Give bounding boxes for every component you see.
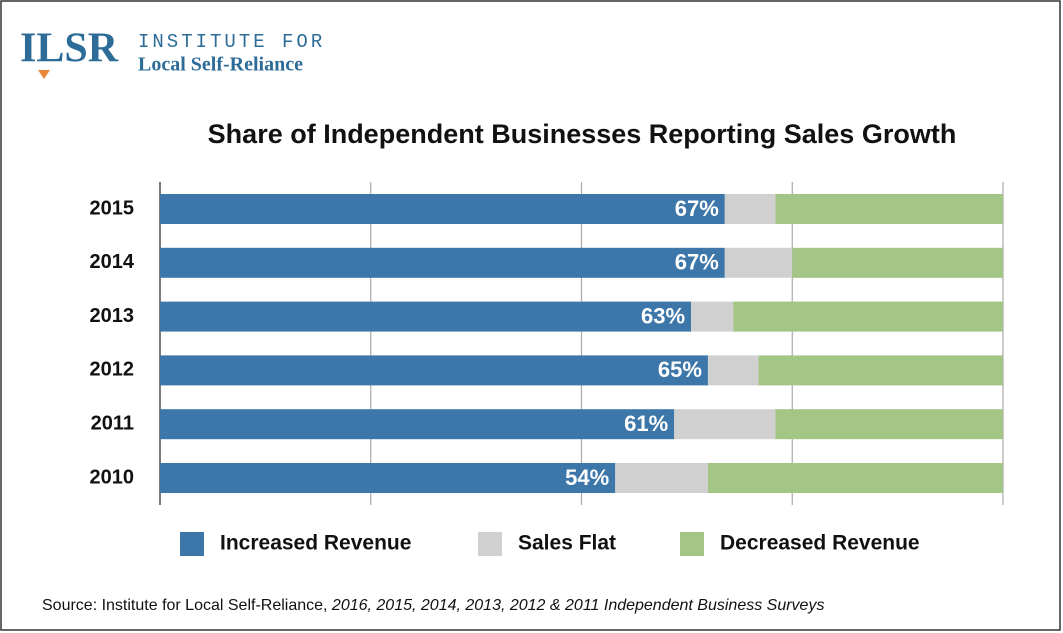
bar-segment: [674, 409, 776, 440]
bar-segment: [707, 355, 759, 386]
y-tick-label: 2013: [90, 305, 135, 327]
value-label: 54%: [565, 465, 609, 490]
chart-title: Share of Independent Businesses Reportin…: [208, 119, 957, 149]
legend-swatch: [680, 532, 704, 556]
bar-segment: [691, 301, 734, 332]
value-label: 67%: [675, 196, 719, 221]
legend-swatch: [478, 532, 502, 556]
legend-label: Decreased Revenue: [720, 532, 920, 555]
source: Source: Institute for Local Self-Relianc…: [42, 597, 824, 614]
value-label: 65%: [658, 357, 702, 382]
bar-segment: [724, 194, 776, 224]
bar-segment: [792, 247, 1003, 278]
logo-mark: ILSR: [20, 26, 119, 72]
bar-segment: [724, 247, 793, 278]
bar-segment: [707, 463, 1003, 493]
bar-segment: [160, 409, 675, 440]
bar-segment: [160, 301, 692, 332]
y-tick-label: 2015: [90, 197, 135, 219]
bar-segment: [160, 355, 708, 386]
bar-segment: [160, 194, 725, 224]
y-tick-label: 2011: [91, 412, 134, 434]
bar-segment: [733, 301, 1003, 332]
y-tick-label: 2010: [90, 466, 135, 488]
logo-accent: [38, 70, 50, 79]
bar-segment: [160, 463, 616, 493]
logo-line1: INSTITUTE FOR: [138, 31, 325, 53]
bar-segment: [775, 194, 1003, 224]
bar-segment: [160, 247, 725, 278]
source-italic: 2016, 2015, 2014, 2013, 2012 & 2011 Inde…: [331, 597, 825, 614]
legend-swatch: [180, 532, 204, 556]
bar-segment: [615, 463, 708, 493]
value-label: 67%: [675, 250, 719, 275]
bar-segment: [775, 409, 1003, 440]
legend-label: Increased Revenue: [220, 532, 411, 555]
bar-segment: [758, 355, 1003, 386]
y-tick-label: 2012: [90, 359, 135, 381]
value-label: 63%: [641, 303, 685, 328]
source-prefix: Source: Institute for Local Self-Relianc…: [42, 597, 332, 614]
logo-line2: Local Self-Reliance: [138, 54, 303, 76]
y-tick-label: 2014: [90, 251, 135, 273]
legend-label: Sales Flat: [518, 532, 616, 555]
value-label: 61%: [624, 411, 668, 436]
